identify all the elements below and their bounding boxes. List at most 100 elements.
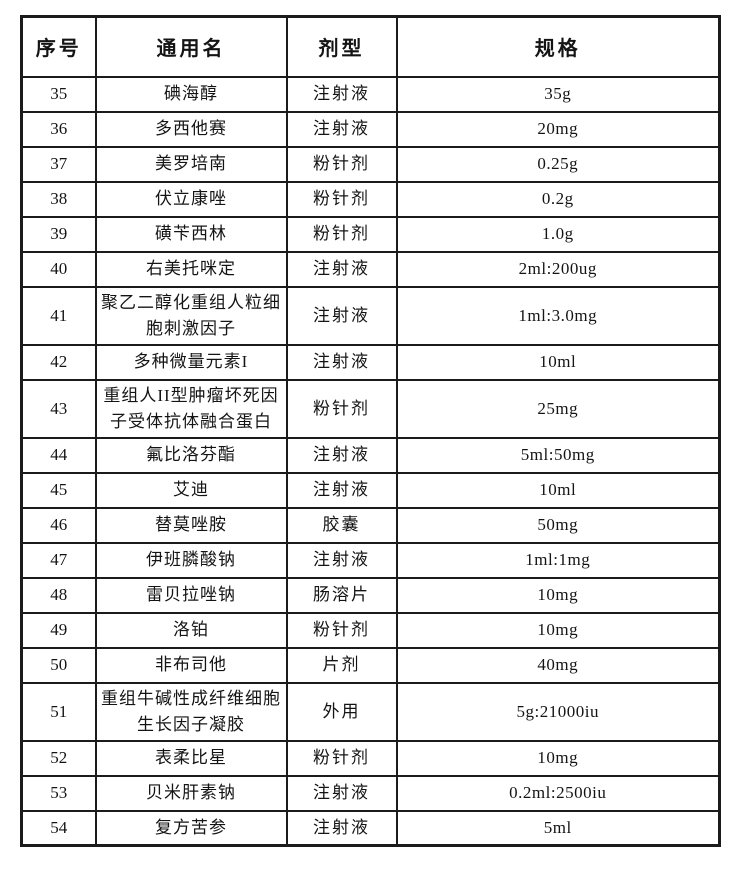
cell-specification: 1ml:3.0mg xyxy=(395,285,721,346)
cell-dosage-form: 注射液 xyxy=(285,250,398,288)
column-header-generic-name: 通用名 xyxy=(94,15,288,78)
table-row: 48 雷贝拉唑钠 肠溶片 10mg xyxy=(20,576,721,614)
cell-specification: 0.25g xyxy=(395,145,721,183)
cell-seq: 42 xyxy=(20,343,97,381)
table-row: 36 多西他赛 注射液 20mg xyxy=(20,110,721,148)
table-row: 38 伏立康唑 粉针剂 0.2g xyxy=(20,180,721,218)
table-row: 50 非布司他 片剂 40mg xyxy=(20,646,721,684)
table-row: 37 美罗培南 粉针剂 0.25g xyxy=(20,145,721,183)
cell-seq: 37 xyxy=(20,145,97,183)
cell-generic-name: 伊班膦酸钠 xyxy=(94,541,288,579)
cell-generic-name: 氟比洛芬酯 xyxy=(94,436,288,474)
cell-specification: 20mg xyxy=(395,110,721,148)
table-row: 40 右美托咪定 注射液 2ml:200ug xyxy=(20,250,721,288)
cell-seq: 36 xyxy=(20,110,97,148)
cell-dosage-form: 粉针剂 xyxy=(285,145,398,183)
cell-seq: 39 xyxy=(20,215,97,253)
cell-seq: 49 xyxy=(20,611,97,649)
table-row: 51 重组牛碱性成纤维细胞生长因子凝胶 外用 5g:21000iu xyxy=(20,681,721,742)
table-row: 53 贝米肝素钠 注射液 0.2ml:2500iu xyxy=(20,774,721,812)
column-header-dosage-form: 剂型 xyxy=(285,15,398,78)
cell-generic-name: 表柔比星 xyxy=(94,739,288,777)
cell-dosage-form: 粉针剂 xyxy=(285,611,398,649)
cell-generic-name: 多西他赛 xyxy=(94,110,288,148)
cell-seq: 41 xyxy=(20,285,97,346)
cell-seq: 43 xyxy=(20,378,97,439)
cell-specification: 5ml:50mg xyxy=(395,436,721,474)
cell-generic-name: 复方苦参 xyxy=(94,809,288,847)
table-row: 49 洛铂 粉针剂 10mg xyxy=(20,611,721,649)
cell-dosage-form: 粉针剂 xyxy=(285,739,398,777)
cell-specification: 10mg xyxy=(395,739,721,777)
cell-seq: 46 xyxy=(20,506,97,544)
cell-dosage-form: 粉针剂 xyxy=(285,215,398,253)
cell-seq: 35 xyxy=(20,75,97,113)
cell-seq: 45 xyxy=(20,471,97,509)
cell-generic-name: 碘海醇 xyxy=(94,75,288,113)
cell-specification: 10ml xyxy=(395,343,721,381)
cell-seq: 38 xyxy=(20,180,97,218)
table-row: 35 碘海醇 注射液 35g xyxy=(20,75,721,113)
cell-seq: 51 xyxy=(20,681,97,742)
table-row: 41 聚乙二醇化重组人粒细胞刺激因子 注射液 1ml:3.0mg xyxy=(20,285,721,346)
cell-seq: 44 xyxy=(20,436,97,474)
table-row: 52 表柔比星 粉针剂 10mg xyxy=(20,739,721,777)
table-row: 43 重组人II型肿瘤坏死因子受体抗体融合蛋白 粉针剂 25mg xyxy=(20,378,721,439)
cell-specification: 10mg xyxy=(395,611,721,649)
cell-specification: 50mg xyxy=(395,506,721,544)
header-row: 序号 通用名 剂型 规格 xyxy=(20,15,721,78)
cell-dosage-form: 注射液 xyxy=(285,774,398,812)
cell-dosage-form: 注射液 xyxy=(285,75,398,113)
cell-specification: 0.2g xyxy=(395,180,721,218)
table-row: 39 磺苄西林 粉针剂 1.0g xyxy=(20,215,721,253)
cell-generic-name: 聚乙二醇化重组人粒细胞刺激因子 xyxy=(94,285,288,346)
drug-table-container: 序号 通用名 剂型 规格 35 碘海醇 注射液 35g 36 多西他赛 注射液 … xyxy=(20,15,721,847)
cell-generic-name: 重组牛碱性成纤维细胞生长因子凝胶 xyxy=(94,681,288,742)
cell-seq: 53 xyxy=(20,774,97,812)
table-row: 44 氟比洛芬酯 注射液 5ml:50mg xyxy=(20,436,721,474)
cell-specification: 35g xyxy=(395,75,721,113)
cell-dosage-form: 注射液 xyxy=(285,285,398,346)
cell-dosage-form: 注射液 xyxy=(285,436,398,474)
cell-specification: 2ml:200ug xyxy=(395,250,721,288)
cell-generic-name: 右美托咪定 xyxy=(94,250,288,288)
cell-specification: 40mg xyxy=(395,646,721,684)
cell-dosage-form: 注射液 xyxy=(285,343,398,381)
column-header-specification: 规格 xyxy=(395,15,721,78)
cell-generic-name: 多种微量元素I xyxy=(94,343,288,381)
cell-generic-name: 洛铂 xyxy=(94,611,288,649)
cell-seq: 54 xyxy=(20,809,97,847)
cell-dosage-form: 胶囊 xyxy=(285,506,398,544)
cell-specification: 25mg xyxy=(395,378,721,439)
cell-generic-name: 重组人II型肿瘤坏死因子受体抗体融合蛋白 xyxy=(94,378,288,439)
drug-table-header: 序号 通用名 剂型 规格 xyxy=(20,15,721,78)
cell-dosage-form: 粉针剂 xyxy=(285,378,398,439)
cell-specification: 5ml xyxy=(395,809,721,847)
table-row: 45 艾迪 注射液 10ml xyxy=(20,471,721,509)
cell-generic-name: 非布司他 xyxy=(94,646,288,684)
cell-specification: 1ml:1mg xyxy=(395,541,721,579)
cell-generic-name: 雷贝拉唑钠 xyxy=(94,576,288,614)
cell-seq: 52 xyxy=(20,739,97,777)
cell-dosage-form: 注射液 xyxy=(285,809,398,847)
drug-table-body: 35 碘海醇 注射液 35g 36 多西他赛 注射液 20mg 37 美罗培南 … xyxy=(20,75,721,847)
cell-seq: 48 xyxy=(20,576,97,614)
column-header-seq: 序号 xyxy=(20,15,97,78)
cell-dosage-form: 肠溶片 xyxy=(285,576,398,614)
cell-seq: 50 xyxy=(20,646,97,684)
cell-dosage-form: 片剂 xyxy=(285,646,398,684)
cell-specification: 10ml xyxy=(395,471,721,509)
cell-specification: 10mg xyxy=(395,576,721,614)
cell-dosage-form: 外用 xyxy=(285,681,398,742)
cell-generic-name: 替莫唑胺 xyxy=(94,506,288,544)
cell-seq: 47 xyxy=(20,541,97,579)
cell-generic-name: 艾迪 xyxy=(94,471,288,509)
table-row: 42 多种微量元素I 注射液 10ml xyxy=(20,343,721,381)
table-row: 54 复方苦参 注射液 5ml xyxy=(20,809,721,847)
cell-dosage-form: 注射液 xyxy=(285,541,398,579)
cell-specification: 0.2ml:2500iu xyxy=(395,774,721,812)
cell-generic-name: 伏立康唑 xyxy=(94,180,288,218)
cell-dosage-form: 注射液 xyxy=(285,110,398,148)
drug-table: 序号 通用名 剂型 规格 35 碘海醇 注射液 35g 36 多西他赛 注射液 … xyxy=(20,15,721,847)
cell-specification: 1.0g xyxy=(395,215,721,253)
